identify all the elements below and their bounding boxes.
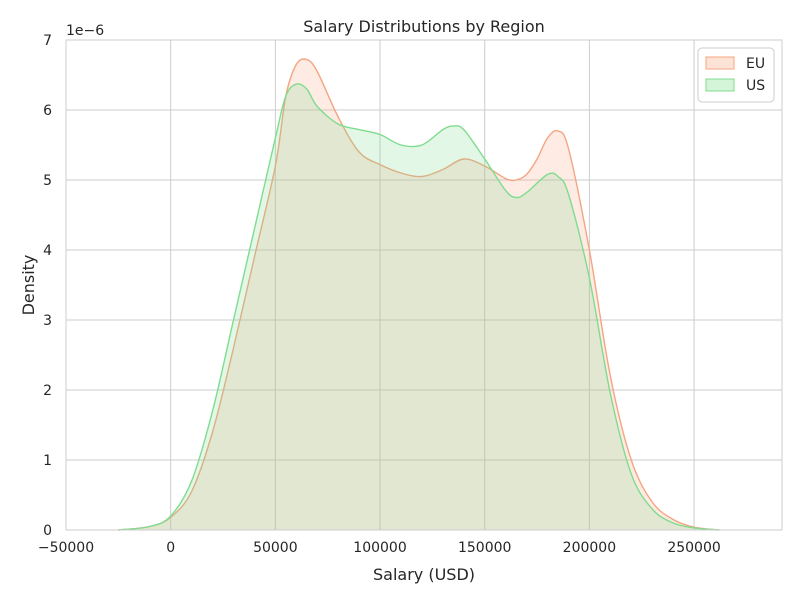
series-layer: [118, 58, 720, 531]
y-tick-label: 2: [43, 383, 52, 399]
y-tick-label: 1: [43, 453, 52, 469]
x-axis-ticks: −50000 0 50000 100000 150000 200000 250000: [38, 540, 721, 556]
chart-title: Salary Distributions by Region: [303, 17, 545, 36]
area-eu: [118, 58, 720, 531]
legend-label-eu: EU: [746, 56, 765, 72]
y-tick-label: 7: [43, 33, 52, 49]
line-us: [118, 83, 720, 531]
x-tick-label: 250000: [667, 540, 720, 556]
legend-swatch-us: [705, 78, 735, 92]
x-tick-label: 0: [166, 540, 175, 556]
x-tick-label: 50000: [253, 540, 298, 556]
y-tick-label: 0: [43, 523, 52, 539]
plot-frame: [65, 39, 783, 531]
legend-label-us: US: [746, 78, 765, 94]
area-us: [118, 83, 720, 531]
y-tick-label: 6: [43, 103, 52, 119]
y-axis-scale-label: 1e−6: [66, 23, 104, 39]
y-axis-ticks: 0 1 2 3 4 5 6 7: [43, 33, 52, 539]
y-axis-label: Density: [19, 255, 38, 316]
grid: [65, 39, 782, 531]
x-tick-label: −50000: [38, 540, 94, 556]
x-axis-label: Salary (USD): [373, 565, 475, 584]
legend-swatch-eu: [705, 56, 735, 70]
y-tick-label: 5: [43, 173, 52, 189]
x-tick-label: 150000: [458, 540, 511, 556]
y-tick-label: 4: [43, 243, 52, 259]
y-tick-label: 3: [43, 313, 52, 329]
line-eu: [118, 58, 720, 531]
x-tick-label: 200000: [563, 540, 616, 556]
x-tick-label: 100000: [353, 540, 406, 556]
legend: EU US: [697, 47, 775, 103]
